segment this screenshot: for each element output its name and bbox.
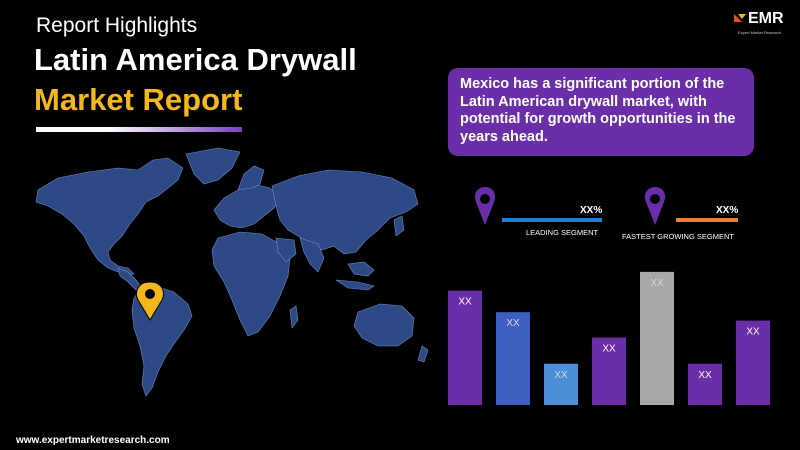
map-africa [211, 231, 291, 337]
footer-url[interactable]: www.expertmarketresearch.com [16, 435, 170, 446]
bar-7 [736, 320, 770, 405]
map-indonesia [335, 279, 375, 291]
bar-label-7: XX [746, 327, 760, 338]
bar-6 [688, 363, 722, 405]
title-underline [36, 127, 242, 132]
bar-4 [592, 337, 626, 405]
bar-label-1: XX [458, 297, 472, 308]
latin-america-pin-icon [136, 281, 164, 321]
map-new-zealand [417, 345, 429, 363]
fastest-segment-label: FASTEST GROWING SEGMENT [622, 232, 734, 241]
bar-label-3: XX [554, 370, 568, 381]
fastest-segment-value: XX% [716, 205, 739, 216]
bar-3 [544, 363, 578, 405]
bar-label-6: XX [698, 370, 712, 381]
emr-logo-icon [734, 14, 746, 22]
leading-segment-pin-icon [475, 187, 495, 225]
logo-subtitle: Expert Market Research [738, 30, 782, 35]
bar-label-4: XX [602, 344, 616, 355]
map-arabia [275, 237, 297, 263]
map-japan [393, 215, 405, 237]
report-kicker: Report Highlights [36, 14, 198, 37]
bar-2 [496, 312, 530, 405]
logo-text: EMR [748, 10, 784, 27]
callout-box: Mexico has a significant portion of the … [448, 68, 754, 156]
leading-segment-bar [502, 218, 602, 222]
map-scandinavia [237, 165, 265, 191]
page-title-line1: Latin America Drywall [34, 42, 357, 77]
map-madagascar [289, 305, 299, 329]
bar-5 [640, 271, 674, 405]
map-north-america [35, 157, 184, 277]
map-asia [271, 169, 419, 255]
map-greenland [185, 147, 241, 185]
map-india [299, 237, 325, 273]
leading-segment-value: XX% [580, 205, 603, 216]
map-europe [213, 183, 281, 229]
map-se-asia [347, 261, 375, 277]
fastest-segment-pin-icon [645, 187, 665, 225]
map-australia [353, 303, 415, 347]
world-map [35, 147, 429, 397]
bar-chart: XX XX XX XX XX XX XX [448, 271, 770, 405]
bar-label-2: XX [506, 318, 520, 329]
page-title-line2: Market Report [34, 82, 243, 117]
bar-1 [448, 290, 482, 405]
bar-label-5: XX [650, 278, 664, 289]
fastest-segment-bar [676, 218, 738, 222]
leading-segment-label: LEADING SEGMENT [526, 228, 599, 237]
